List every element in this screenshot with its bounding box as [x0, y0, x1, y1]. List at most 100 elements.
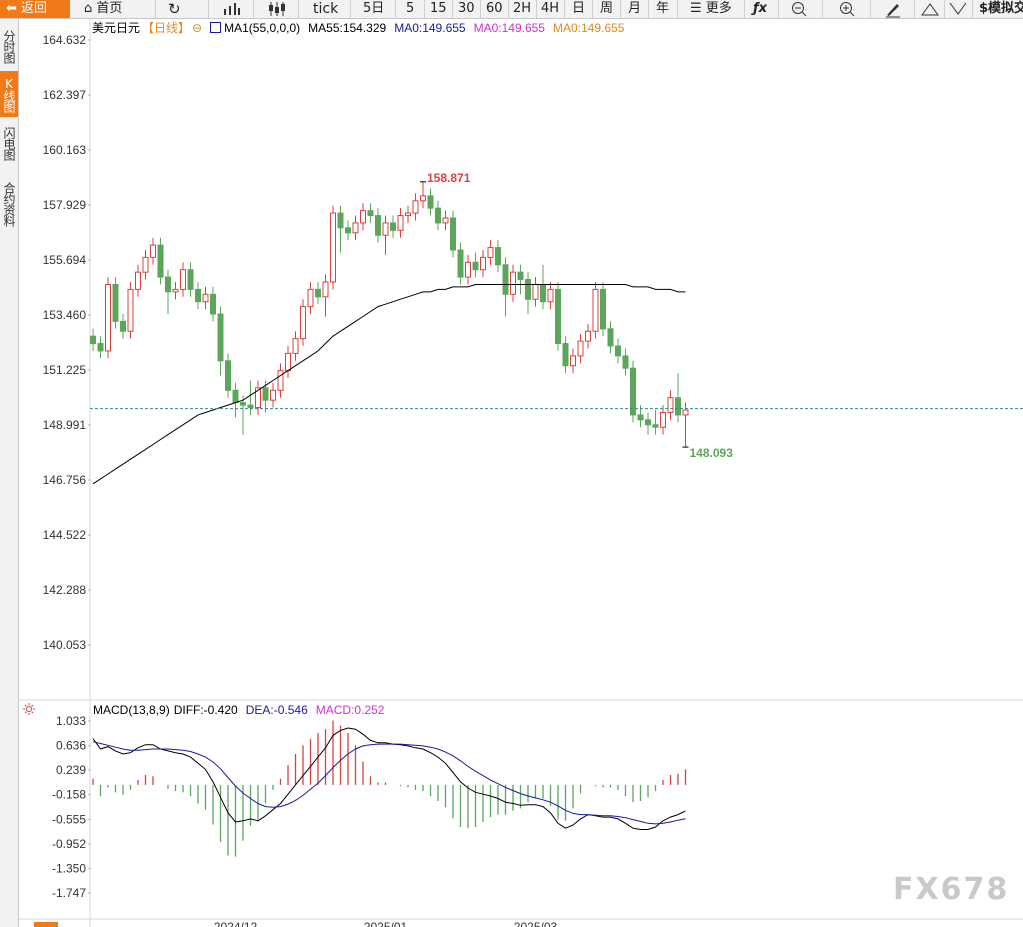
period-button[interactable]: 日 [572, 1, 586, 16]
draw-button[interactable] [884, 0, 902, 18]
separator [870, 0, 871, 18]
candle-body [300, 306, 306, 340]
period-button[interactable]: 月 [628, 1, 642, 16]
candle-body [622, 355, 629, 369]
back-button[interactable]: ⬅ 返回 [0, 0, 70, 18]
candle-body [352, 222, 359, 234]
y-tick-label: 164.632 [43, 33, 87, 47]
sidebar-tab[interactable]: 分时图 [2, 29, 16, 63]
legend-item: MA0:149.655 [394, 21, 466, 35]
up-button[interactable] [920, 0, 940, 18]
period-button[interactable]: 年 [656, 1, 670, 16]
zoom-in-button[interactable] [838, 0, 856, 18]
candle-body [465, 261, 471, 278]
toolbar: ⬅ 返回 ⌂ 首页 ↻ tick 5日 5 15 30 60 2H 4H 日 周… [0, 0, 1023, 19]
candle-body [202, 293, 209, 303]
sidebar-tab[interactable]: 闪电图 [2, 126, 16, 160]
candle-body [345, 227, 351, 234]
period-button[interactable]: 2H [513, 1, 532, 16]
separator [564, 0, 565, 18]
candle-body [270, 389, 276, 401]
y-tick-label: -0.952 [52, 837, 86, 851]
separator [424, 0, 425, 18]
period-button[interactable]: 5 [406, 1, 415, 16]
period-button[interactable]: 4H [541, 1, 560, 16]
candle-body [435, 207, 441, 224]
refresh-button[interactable]: ↻ [168, 0, 181, 18]
candle-body [292, 338, 299, 354]
legend-item: MACD(13,8,9) [93, 703, 170, 717]
candle-body [307, 288, 314, 308]
separator [648, 0, 649, 18]
candle-body [510, 271, 516, 295]
separator [480, 0, 481, 18]
separator [253, 0, 254, 18]
down-button[interactable] [948, 0, 968, 18]
separator [822, 0, 823, 18]
candle-body [442, 217, 449, 224]
macd-settings-icon[interactable] [23, 703, 35, 715]
candle-body [232, 389, 239, 404]
zoom-out-button[interactable] [790, 0, 808, 18]
period-button[interactable]: 15 [430, 1, 447, 16]
y-tick-label: 155.694 [43, 253, 87, 267]
y-tick-label: 0.239 [56, 763, 86, 777]
diff-line [92, 727, 686, 830]
legend-item: MA0:149.655 [473, 21, 545, 35]
candle-body [315, 288, 321, 298]
y-tick-label: -1.747 [52, 886, 86, 900]
date-tab[interactable] [34, 922, 58, 927]
y-tick-label: 162.397 [43, 88, 87, 102]
y-tick-label: 0.636 [56, 739, 86, 753]
macd-legend: MACD(13,8,9) DIFF:-0.420 DEA:-0.546 MACD:0.… [93, 702, 392, 718]
y-tick-label: 153.460 [43, 308, 87, 322]
formula-button[interactable]: ƒx [753, 1, 768, 16]
separator [350, 0, 351, 18]
candle-body [675, 397, 681, 416]
candle-body [562, 343, 569, 367]
period-button[interactable]: 60 [486, 1, 503, 16]
simulate-button[interactable]: $模拟交 [979, 1, 1023, 16]
candle-body [165, 276, 171, 293]
period-button[interactable]: 5日 [363, 1, 385, 16]
separator [972, 0, 973, 18]
period-button[interactable]: 周 [600, 1, 614, 16]
period-button[interactable]: tick [313, 1, 339, 17]
candle-body [337, 212, 344, 229]
back-label: 返回 [21, 1, 48, 16]
separator [298, 0, 299, 18]
candle-body [600, 288, 606, 330]
legend-item: DEA:-0.546 [245, 703, 308, 717]
separator [778, 0, 779, 18]
y-tick-label: 142.288 [43, 583, 87, 597]
y-tick-label: 146.756 [43, 473, 87, 487]
period-button[interactable]: 30 [458, 1, 475, 16]
candle-body [480, 256, 486, 271]
sidebar-tab[interactable]: 合约资料 [2, 182, 16, 226]
candle-body [615, 345, 621, 357]
more-button[interactable]: ☰ 更多 [690, 1, 732, 16]
candle-body [517, 271, 524, 281]
separator [536, 0, 537, 18]
candle-body [150, 244, 156, 258]
candle-body [382, 222, 389, 236]
candle-body [240, 402, 246, 406]
candle-body [217, 313, 224, 362]
ma-icon[interactable] [210, 22, 222, 33]
home-button[interactable]: ⌂ 首页 [84, 1, 123, 16]
candle-body [667, 397, 674, 413]
candle-body [682, 409, 689, 416]
sidebar-tab-active[interactable]: K线图 [0, 71, 18, 117]
y-tick-label: 148.991 [43, 418, 87, 432]
candle-body [472, 261, 479, 271]
candle-body [660, 411, 666, 428]
separator [620, 0, 621, 18]
settings-icon[interactable]: ⊖ [192, 21, 203, 35]
candle-body [532, 283, 539, 300]
legend-symbol: 美元日元 [92, 21, 141, 35]
indicator-button[interactable] [222, 0, 242, 18]
separator [155, 0, 156, 18]
candle-button[interactable] [267, 0, 287, 18]
candle-body [255, 387, 261, 409]
x-tick-label: 2025/03 [514, 920, 558, 927]
